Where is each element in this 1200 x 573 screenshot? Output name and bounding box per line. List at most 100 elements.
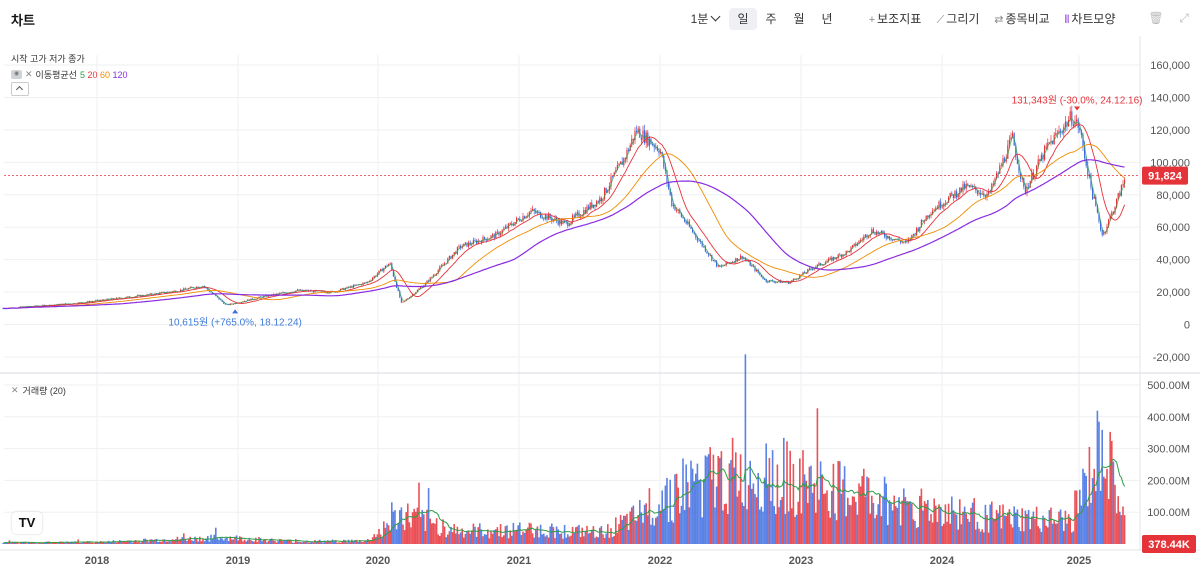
volume-bar (839, 461, 841, 544)
volume-bar (351, 539, 353, 544)
draw-button[interactable]: ⟋ 그리기 (934, 8, 982, 30)
volume-bar (448, 531, 451, 544)
volume-bar (579, 537, 582, 544)
volume-bar (181, 537, 183, 544)
volume-bar (778, 507, 780, 544)
volume-bar (378, 529, 380, 544)
candle-body (1047, 142, 1049, 147)
volume-bar (599, 527, 601, 544)
candle-body (1012, 133, 1014, 138)
volume-bar (34, 542, 36, 544)
candle-body (671, 194, 673, 206)
volume-bar (618, 524, 620, 544)
candle-body (600, 197, 602, 202)
volume-bar (208, 541, 211, 544)
candle-body (564, 220, 566, 222)
candle-body (591, 202, 593, 208)
volume-bar (650, 524, 652, 544)
expand-icon[interactable]: ⤢ (1179, 11, 1189, 25)
volume-bar (597, 537, 599, 544)
volume-bar (29, 542, 31, 544)
volume-bar (221, 538, 223, 544)
volume-bar (586, 525, 588, 544)
volume-bar (127, 540, 129, 544)
volume-bar (715, 486, 718, 544)
volume-bar (117, 541, 119, 544)
period-tab-year[interactable]: 년 (821, 12, 833, 26)
volume-bar (119, 540, 121, 544)
volume-bar (621, 519, 623, 544)
volume-bar (146, 539, 148, 544)
candle-body (605, 187, 607, 193)
interval-dropdown[interactable]: 1분 (686, 8, 724, 30)
indicator-button[interactable]: + 보조지표 (866, 8, 924, 30)
volume-bar (218, 539, 220, 544)
candle-body (548, 214, 550, 220)
volume-bar (195, 538, 198, 544)
candle-body (218, 297, 220, 300)
volume-bar (896, 507, 899, 544)
volume-bar (832, 463, 835, 544)
trash-icon[interactable]: 🗑 (1148, 11, 1164, 25)
volume-bar (973, 498, 975, 544)
candle-body (868, 235, 870, 238)
collapse-legend-button[interactable] (11, 82, 29, 96)
volume-bar (906, 501, 908, 544)
volume-bar (666, 477, 668, 544)
volume-bar (250, 540, 252, 544)
volume-bar (779, 499, 782, 544)
chart-shape-button[interactable]: ⦀ 차트모양 (1062, 8, 1118, 30)
compare-button[interactable]: ⇄ 종목비교 (994, 8, 1050, 30)
candle-body (624, 158, 626, 159)
candle-body (1071, 111, 1073, 125)
volume-bar (1032, 511, 1035, 544)
volume-bar (829, 517, 831, 544)
volume-bar (1099, 490, 1102, 544)
volume-bar (451, 532, 454, 544)
volume-bar (949, 523, 951, 544)
candle-body (632, 138, 634, 141)
volume-bar (1064, 510, 1067, 544)
close-icon[interactable]: ✕ (11, 385, 19, 395)
volume-bar (789, 450, 791, 544)
volume-bar (379, 534, 382, 544)
volume-bar (547, 537, 550, 544)
candle-body (917, 228, 919, 231)
volume-bar (317, 540, 319, 544)
toolbar: 차트 1분 일 주 월 년 + 보조지표 ⟋ 그리기 ⇄ 종목비교 ⦀ 차트모양 🗑 ⤢ (0, 0, 1200, 36)
volume-bar (997, 513, 999, 544)
volume-bar (683, 510, 686, 544)
volume-bar (496, 527, 499, 544)
tradingview-logo-icon[interactable]: TV (12, 512, 42, 534)
candle-body (568, 224, 570, 227)
candle-body (588, 206, 590, 210)
candle-body (479, 240, 481, 242)
volume-bar (85, 542, 87, 544)
period-tab-week[interactable]: 주 (765, 12, 777, 26)
candle-body (602, 198, 604, 202)
volume-bar (1111, 440, 1113, 544)
volume-bar (699, 480, 702, 544)
price-chart[interactable]: 160,000 140,000 120,000 100,000 80,000 60,000… (0, 36, 1200, 573)
volume-bar (515, 529, 518, 544)
candle-body (468, 242, 470, 247)
eye-icon[interactable]: ◉ (11, 70, 22, 79)
volume-bar (336, 542, 339, 544)
candle-body (749, 261, 751, 266)
volume-bar (155, 538, 158, 544)
volume-bar (979, 531, 982, 544)
candle-body (655, 146, 657, 148)
candle-body (684, 218, 686, 222)
volume-bar (1117, 496, 1119, 544)
close-icon[interactable]: ✕ (25, 69, 33, 79)
candle-body (1096, 205, 1098, 213)
volume-bar (848, 504, 851, 544)
moving-average-120 (2, 159, 1125, 310)
volume-bar (799, 458, 801, 544)
candle-body (920, 220, 922, 228)
period-tab-month[interactable]: 월 (793, 12, 805, 26)
period-tab-day[interactable]: 일 (729, 8, 757, 30)
volume-bar (434, 523, 436, 544)
volume-bar (227, 541, 230, 544)
volume-bar (131, 542, 134, 544)
